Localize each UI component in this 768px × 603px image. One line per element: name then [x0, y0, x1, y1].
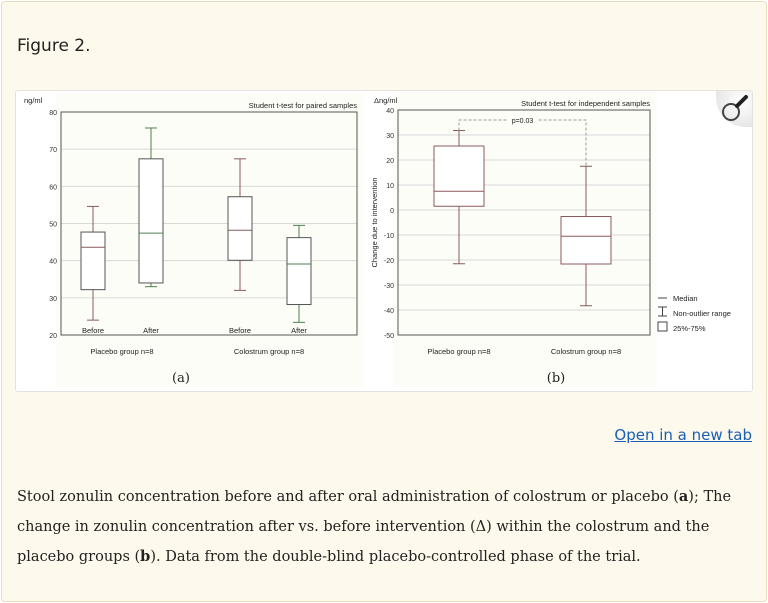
legend-range-icon [658, 306, 667, 317]
magnifier-icon [722, 95, 748, 121]
caption-segment: ); The change in zonulin concentration a… [17, 489, 732, 565]
category-label: Before [82, 326, 104, 335]
legend-label: Median [673, 294, 698, 303]
y-tick-label: 20 [386, 158, 394, 165]
y-tick-label: 30 [386, 133, 394, 140]
plot-background [393, 92, 657, 387]
legend-box-icon [657, 321, 668, 332]
category-label: After [291, 326, 307, 335]
p-value-annotation: p=0.03 [512, 118, 534, 125]
y-tick-label: 50 [49, 222, 57, 229]
y-tick-label: 0 [390, 208, 394, 215]
panel-label-a: (a) [172, 371, 190, 386]
y-tick-label: -50 [384, 333, 394, 340]
category-label: Before [229, 326, 251, 335]
caption-segment: a [678, 488, 689, 505]
box-iqr [433, 145, 485, 207]
y-tick-label: -10 [384, 233, 394, 240]
figure-charts: 20 30 40 50 60 70 80 Student t-test for paired … [24, 92, 731, 387]
chart-title: Student t-test for independent samples [521, 99, 650, 108]
open-in-new-tab-link[interactable]: Open in a new tab [614, 426, 752, 444]
y-tick-label: 40 [49, 259, 57, 266]
y-tick-label: 30 [49, 296, 57, 303]
y-tick-label: -20 [384, 258, 394, 265]
plot-frame [60, 111, 358, 336]
y-tick-label: 80 [49, 110, 57, 117]
y-tick-label: -40 [384, 308, 394, 315]
category-label: Placebo group n=8 [427, 347, 490, 356]
legend-label: Non-outlier range [673, 309, 731, 318]
chart-title: Student t-test for paired samples [249, 101, 358, 110]
y-tick-label: 20 [49, 333, 57, 340]
y-axis-unit: ng/ml [24, 96, 43, 105]
category-label: Colostrum group n=8 [551, 347, 621, 356]
figure-title: Figure 2. [17, 36, 91, 56]
box-iqr [138, 158, 164, 284]
box-iqr [286, 237, 312, 306]
y-tick-label: 40 [386, 108, 394, 115]
group-label: Placebo group n=8 [90, 347, 153, 356]
box-iqr [560, 216, 612, 265]
group-label: Colostrum group n=8 [234, 347, 304, 356]
y-tick-label: 70 [49, 147, 57, 154]
figure-image[interactable]: 20 30 40 50 60 70 80 Student t-test for paired … [15, 90, 753, 392]
y-tick-label: 10 [386, 183, 394, 190]
zoom-button[interactable] [716, 91, 752, 127]
box-iqr [227, 196, 253, 261]
legend-label: 25%-75% [673, 324, 706, 333]
y-tick-label: 60 [49, 184, 57, 191]
box-iqr [80, 231, 106, 291]
caption-segment: Stool zonulin concentration before and a… [17, 489, 679, 505]
caption-segment: ). Data from the double-blind placebo-co… [150, 549, 641, 565]
category-label: After [143, 326, 159, 335]
y-tick-label: -30 [384, 283, 394, 290]
plot-frame [397, 109, 651, 336]
plot-background [56, 94, 364, 387]
figure-caption: Stool zonulin concentration before and a… [17, 482, 752, 572]
caption-segment: b [140, 548, 151, 565]
annotation-bg [506, 115, 539, 125]
significance-bracket [458, 119, 587, 167]
panel-label-b: (b) [547, 371, 565, 386]
y-axis-unit: Δng/ml [374, 96, 398, 105]
y-axis-label: Change due to intervention [370, 177, 379, 267]
